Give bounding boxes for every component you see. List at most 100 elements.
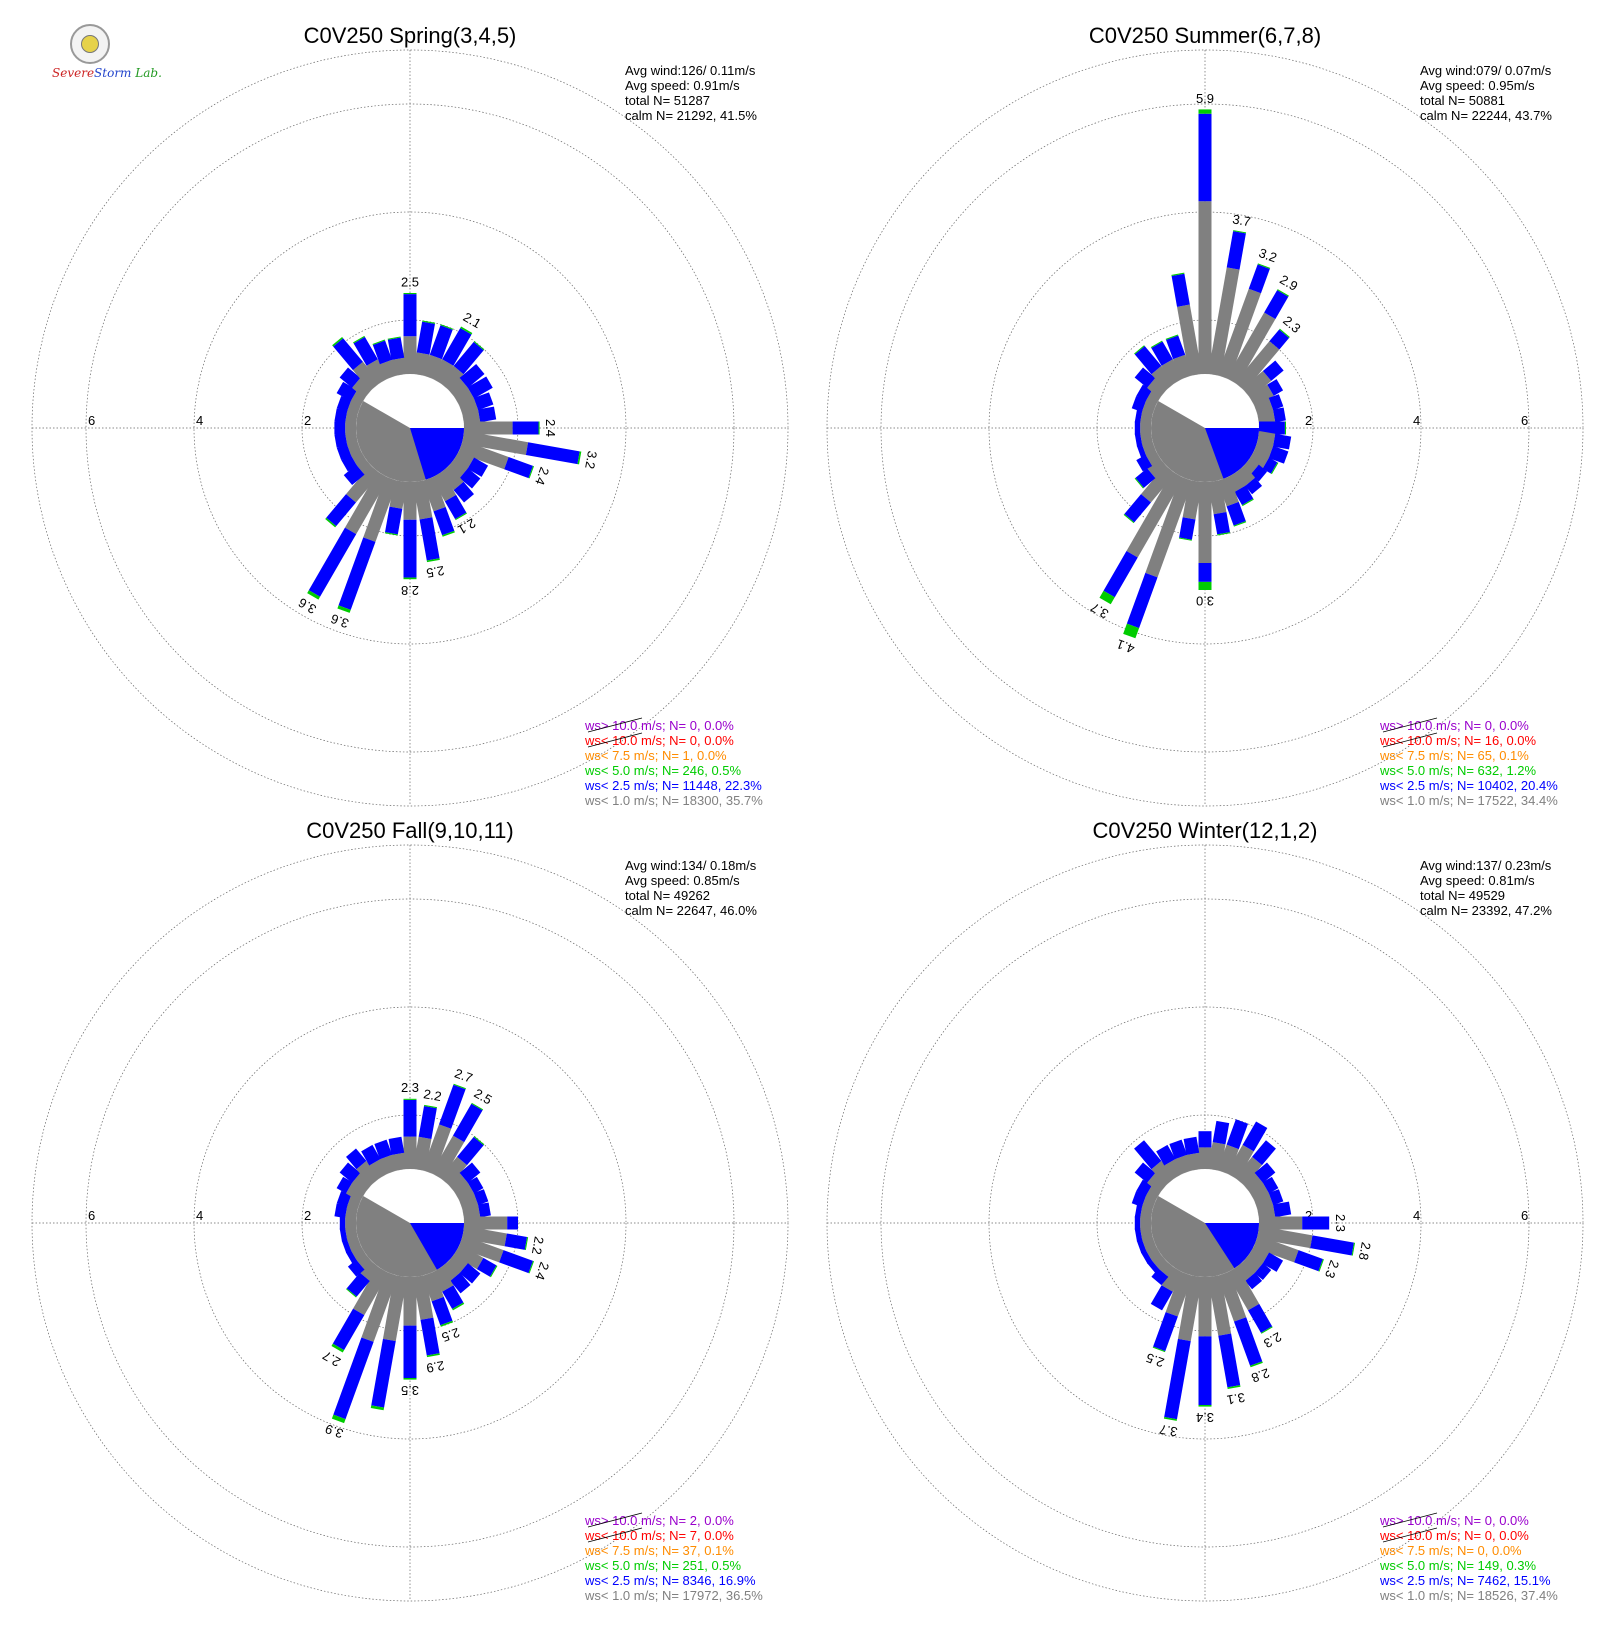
bar-segment-ws5 bbox=[1260, 1326, 1273, 1334]
severe-storm-lab-logo: SevereStorm Lab. bbox=[52, 22, 162, 84]
bar-segment-ws5 bbox=[473, 1136, 485, 1146]
bar-segment-ws25 bbox=[336, 444, 352, 460]
bar-segment-ws25 bbox=[429, 325, 453, 360]
bar-segment-ws1 bbox=[447, 1172, 468, 1194]
radial-tick-label: 6 bbox=[1521, 1208, 1528, 1223]
bar-segment-ws1 bbox=[453, 1182, 475, 1202]
bar-segment-ws1 bbox=[1226, 1144, 1254, 1180]
bar-value-label: 3.4 bbox=[1196, 1410, 1214, 1425]
bar-segment-ws1 bbox=[1217, 1271, 1247, 1322]
bar-segment-ws1 bbox=[1173, 354, 1193, 380]
bar-segment-ws25 bbox=[459, 1162, 481, 1183]
bar-segment-ws25 bbox=[403, 1099, 417, 1137]
bar-segment-ws25 bbox=[1254, 1162, 1276, 1183]
legend-strike bbox=[587, 732, 643, 748]
bar-segment-ws5 bbox=[1178, 537, 1192, 541]
grid-circle bbox=[193, 1006, 627, 1440]
bar-value-label: 2.4 bbox=[532, 465, 552, 487]
bar-segment-ws1 bbox=[345, 421, 356, 435]
bar-segment-ws25 bbox=[347, 1259, 365, 1277]
bar-segment-ws25 bbox=[345, 1249, 358, 1264]
bar-segment-ws1 bbox=[352, 377, 373, 399]
bar-segment-ws1 bbox=[345, 1216, 356, 1230]
stats-line: total N= 51287 bbox=[625, 93, 710, 108]
bar-segment-ws25 bbox=[1183, 1136, 1200, 1155]
bar-segment-ws25 bbox=[333, 1337, 374, 1420]
bar-segment-ws1 bbox=[1198, 482, 1212, 563]
calm-blue-wedge bbox=[410, 428, 464, 480]
bar-segment-ws25 bbox=[1212, 1120, 1230, 1145]
bar-segment-ws25 bbox=[1171, 273, 1190, 307]
bar-segment-ws1 bbox=[403, 336, 417, 374]
bar-value-label: 2.7 bbox=[453, 1065, 475, 1085]
bar-segment-ws1 bbox=[391, 1152, 408, 1171]
bar-value-label: 2.2 bbox=[422, 1086, 442, 1104]
legend-strike bbox=[1382, 1527, 1438, 1543]
bar-segment-ws1 bbox=[1161, 359, 1184, 385]
bar-segment-ws25 bbox=[525, 442, 580, 465]
bar-segment-ws25 bbox=[341, 1239, 352, 1254]
bar-segment-ws25 bbox=[442, 327, 472, 366]
bar-segment-ws1 bbox=[1226, 471, 1246, 493]
bar-segment-ws1 bbox=[1257, 1225, 1313, 1249]
bar-value-label: 2.3 bbox=[1261, 1329, 1284, 1351]
bar-segment-ws25 bbox=[1136, 444, 1147, 459]
bar-segment-ws1 bbox=[359, 1260, 381, 1281]
bar-segment-ws5 bbox=[331, 1343, 345, 1353]
bar-segment-ws5 bbox=[528, 1260, 535, 1274]
radial-tick-label: 2 bbox=[304, 1208, 311, 1223]
bar-segment-ws1 bbox=[344, 471, 389, 535]
bar-segment-ws1 bbox=[1198, 1277, 1212, 1337]
bar-segment-ws1 bbox=[431, 1135, 465, 1180]
bar-segment-ws5 bbox=[353, 335, 365, 344]
bar-segment-ws25 bbox=[418, 1105, 437, 1140]
grid-circle bbox=[193, 211, 627, 645]
university-seal-icon bbox=[70, 24, 110, 64]
bar-segment-ws25 bbox=[1169, 1139, 1188, 1160]
legend-entry: ws< 1.0 m/s; N= 18526, 37.4% bbox=[1379, 1588, 1558, 1603]
legend-strike bbox=[1382, 1512, 1438, 1528]
legend-entry: ws< 7.5 m/s; N= 65, 0.1% bbox=[1379, 748, 1529, 763]
bar-segment-ws1 bbox=[352, 1172, 373, 1194]
bar-segment-ws25 bbox=[326, 494, 356, 527]
bar-segment-ws25 bbox=[388, 1136, 405, 1155]
bar-segment-ws5 bbox=[403, 1098, 417, 1100]
bar-value-label: 3.0 bbox=[1196, 594, 1214, 609]
bar-segment-ws25 bbox=[346, 1148, 367, 1170]
bar-value-label: 3.2 bbox=[1257, 245, 1279, 265]
bar-segment-ws25 bbox=[1294, 1250, 1323, 1272]
bar-segment-ws25 bbox=[1126, 572, 1158, 629]
radial-tick-label: 4 bbox=[1413, 413, 1420, 428]
bar-segment-ws1 bbox=[439, 1156, 468, 1186]
bar-segment-ws25 bbox=[1134, 1162, 1156, 1183]
bar-segment-ws25 bbox=[1310, 1235, 1354, 1256]
bar-segment-ws5 bbox=[331, 1414, 346, 1424]
bar-segment-ws25 bbox=[1134, 1216, 1141, 1230]
bar-segment-ws1 bbox=[1217, 288, 1261, 380]
bar-segment-ws25 bbox=[431, 1296, 453, 1326]
bar-segment-ws5 bbox=[1099, 590, 1115, 605]
bar-value-label: 2.5 bbox=[425, 563, 445, 581]
legend-entry: ws< 2.5 m/s; N= 10402, 20.4% bbox=[1379, 778, 1558, 793]
bar-segment-ws25 bbox=[478, 406, 497, 423]
bar-segment-ws25 bbox=[1213, 511, 1230, 535]
calm-white-sector bbox=[363, 374, 464, 428]
bar-value-label: 2.8 bbox=[401, 583, 419, 598]
bar-segment-ws25 bbox=[1134, 432, 1143, 447]
bar-segment-ws1 bbox=[453, 449, 475, 469]
bar-segment-ws1 bbox=[462, 1225, 507, 1247]
chart-title: C0V250 Spring(3,4,5) bbox=[304, 23, 517, 48]
bar-segment-ws25 bbox=[385, 506, 403, 535]
bar-segment-ws1 bbox=[431, 471, 457, 502]
legend-entry: ws< 2.5 m/s; N= 11448, 22.3% bbox=[584, 778, 762, 793]
bar-segment-ws5 bbox=[1284, 421, 1286, 435]
bar-segment-ws25 bbox=[1254, 1263, 1272, 1281]
bar-segment-ws25 bbox=[1136, 1239, 1147, 1254]
legend-entry: ws< 2.5 m/s; N= 8346, 16.9% bbox=[584, 1573, 756, 1588]
bar-segment-ws5 bbox=[460, 326, 473, 335]
bar-segment-ws1 bbox=[1177, 1275, 1203, 1342]
bar-segment-ws25 bbox=[476, 1257, 497, 1277]
bar-segment-ws25 bbox=[507, 1216, 518, 1230]
stats-line: Avg speed: 0.95m/s bbox=[1420, 78, 1535, 93]
bar-segment-ws1 bbox=[1248, 384, 1274, 407]
